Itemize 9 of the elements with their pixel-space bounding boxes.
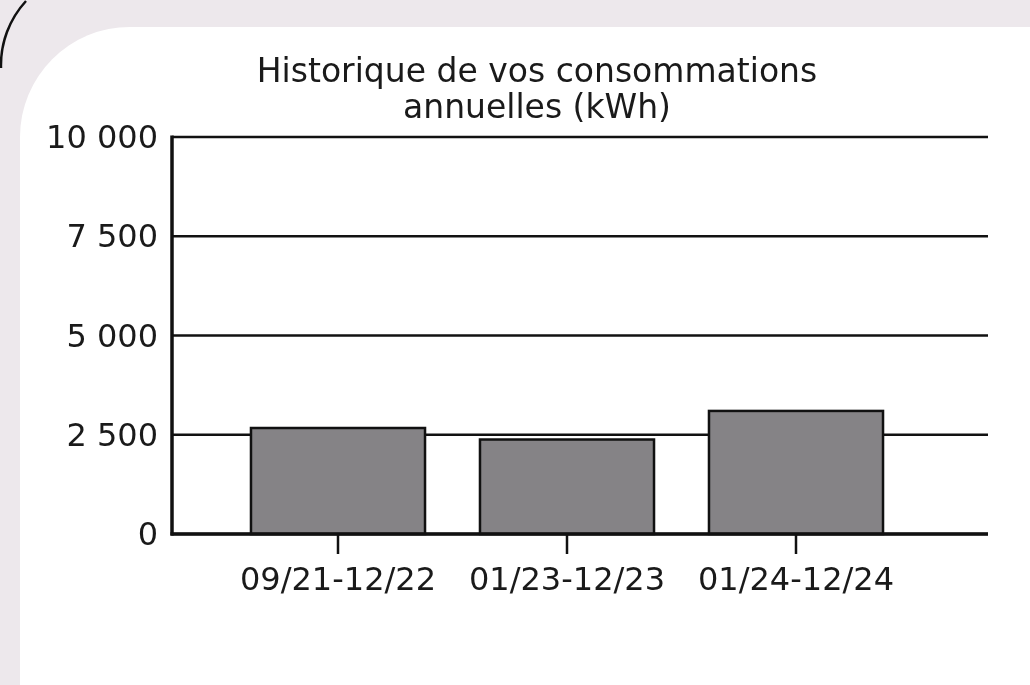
y-tick-label: 10 000 [46,118,158,157]
y-tick-label: 2 500 [66,415,158,454]
y-tick-label: 5 000 [66,316,158,355]
x-tick-label: 01/23-12/23 [469,560,665,598]
chart-title: Historique de vos consommations annuelles (kWh) [256,51,818,126]
x-tick-label: 09/21-12/22 [240,560,436,598]
y-tick-label: 0 [137,515,158,554]
x-tick-label: 01/24-12/24 [698,560,894,598]
y-tick-label: 7 500 [66,217,158,256]
